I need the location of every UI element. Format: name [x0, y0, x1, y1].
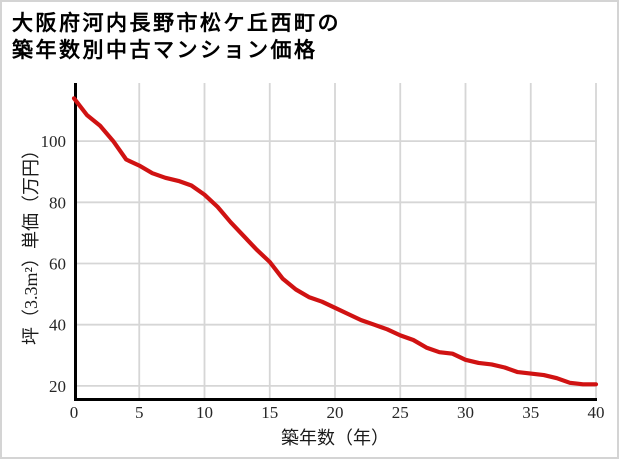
x-tick-label: 35: [522, 403, 539, 422]
y-tick-label: 80: [49, 193, 66, 212]
y-tick-label: 100: [41, 132, 67, 151]
chart-title: 大阪府河内長野市松ケ丘西町の 築年数別中古マンション価格: [12, 10, 341, 64]
x-tick-label: 15: [261, 403, 278, 422]
x-tick-label: 10: [196, 403, 213, 422]
x-tick-label: 20: [327, 403, 344, 422]
x-tick-label: 0: [70, 403, 79, 422]
chart-title-line2: 築年数別中古マンション価格: [12, 39, 318, 62]
y-tick-label: 20: [49, 377, 66, 396]
x-axis-title: 築年数（年）: [281, 428, 389, 448]
x-tick-label: 5: [135, 403, 144, 422]
price-line: [71, 96, 599, 387]
y-axis-title: 坪（3.3m²）単価（万円）: [21, 141, 41, 345]
x-tick-label: 40: [588, 403, 605, 422]
chart-title-line1: 大阪府河内長野市松ケ丘西町の: [12, 12, 341, 35]
y-tick-label: 60: [49, 254, 66, 273]
x-tick-label: 25: [392, 403, 409, 422]
x-tick-label: 30: [457, 403, 474, 422]
y-tick-label: 40: [49, 316, 66, 335]
